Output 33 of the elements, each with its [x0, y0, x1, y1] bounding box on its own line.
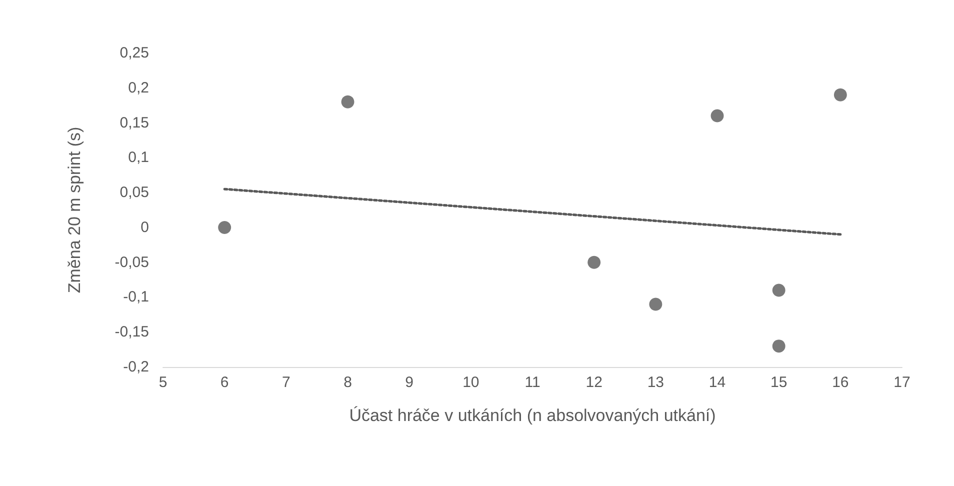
point	[772, 340, 786, 353]
x-tick-label: 5	[158, 374, 168, 391]
point	[834, 88, 847, 102]
x-tick-label: 14	[708, 374, 726, 391]
x-tick-label: 16	[832, 374, 849, 391]
x-tick-label: 12	[586, 374, 602, 391]
y-tick-label: -0,15	[114, 324, 149, 341]
x-tick-label: 17	[894, 374, 910, 391]
y-tick-label: -0,05	[114, 254, 149, 271]
point	[649, 298, 662, 311]
y-tick-label: 0,15	[120, 114, 149, 132]
x-tick-label: 7	[282, 374, 290, 391]
x-tick-label: 15	[770, 374, 788, 391]
x-tick-label: 8	[344, 374, 352, 391]
point	[588, 256, 601, 269]
y-tick-label: 0,05	[120, 184, 149, 202]
point	[218, 220, 232, 234]
y-tick-label: -0,2	[123, 358, 149, 376]
x-tick-label: 6	[220, 374, 229, 391]
x-axis-title: Účast hráče v utkáních (n absolvovaných utkání)	[349, 406, 716, 425]
y-tick-label: 0	[140, 218, 149, 236]
y-tick-label: 0,25	[120, 44, 149, 62]
y-axis-title: Změna 20 m sprint (s)	[65, 126, 84, 294]
y-tick-label: 0,1	[128, 149, 149, 166]
x-tick-label: 10	[462, 374, 480, 391]
x-tick-label: 9	[405, 374, 414, 391]
point	[341, 95, 354, 108]
point	[710, 109, 724, 122]
x-tick-label: 11	[524, 374, 540, 391]
x-tick-label: 13	[647, 374, 664, 391]
y-tick-label: 0,2	[128, 79, 149, 96]
point	[772, 284, 786, 297]
y-tick-label: -0,1	[123, 288, 149, 306]
